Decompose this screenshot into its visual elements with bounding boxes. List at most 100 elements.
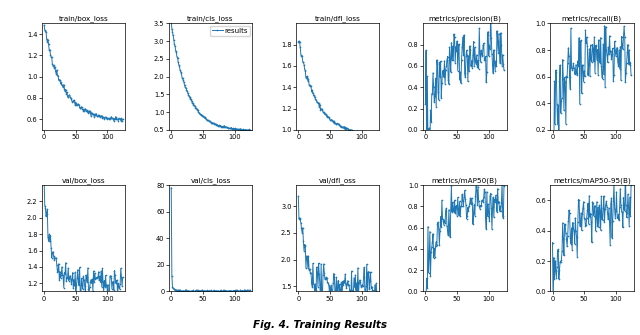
results	[234, 289, 241, 293]
results	[369, 288, 376, 292]
results	[241, 289, 249, 293]
results	[61, 271, 68, 275]
results	[168, 186, 175, 190]
Title: train/cls_loss: train/cls_loss	[188, 16, 234, 22]
results	[114, 117, 122, 121]
results	[600, 24, 608, 28]
Line: results: results	[44, 179, 124, 300]
results	[233, 127, 241, 131]
results	[186, 95, 193, 99]
results	[115, 281, 122, 285]
results	[598, 75, 606, 79]
results	[568, 66, 575, 70]
Title: val/box_loss: val/box_loss	[61, 177, 105, 184]
Title: train/dfl_loss: train/dfl_loss	[315, 16, 360, 22]
results	[442, 206, 450, 210]
results	[423, 160, 431, 164]
results	[168, 19, 175, 23]
results	[241, 128, 248, 132]
results	[498, 181, 506, 185]
Line: results: results	[298, 196, 378, 303]
results	[119, 275, 127, 279]
Title: val/dfl_oss: val/dfl_oss	[319, 177, 356, 184]
Line: results: results	[424, 182, 505, 298]
results	[186, 289, 193, 293]
results	[490, 215, 498, 219]
results	[317, 300, 324, 304]
results	[236, 289, 243, 293]
results	[497, 61, 504, 65]
Title: metrics/mAP50(B): metrics/mAP50(B)	[432, 177, 498, 184]
results	[89, 112, 97, 116]
Title: train/box_loss: train/box_loss	[58, 16, 108, 22]
results	[488, 227, 496, 231]
results	[59, 273, 67, 277]
results	[119, 117, 127, 121]
Line: results: results	[170, 187, 251, 293]
Legend: results: results	[210, 25, 250, 36]
results	[500, 68, 508, 72]
results	[344, 127, 351, 131]
results	[216, 289, 224, 293]
results	[373, 131, 381, 135]
results	[109, 280, 116, 284]
Line: results: results	[424, 12, 505, 162]
results	[89, 289, 97, 293]
results	[107, 274, 115, 278]
results	[471, 214, 479, 218]
results	[295, 39, 303, 43]
results	[188, 289, 195, 293]
results	[313, 265, 321, 269]
results	[422, 102, 429, 106]
results	[623, 211, 631, 215]
results	[549, 307, 557, 311]
Line: results: results	[552, 169, 632, 310]
results	[294, 40, 302, 44]
results	[627, 73, 635, 77]
results	[40, 23, 48, 27]
results	[370, 132, 378, 136]
results	[491, 60, 499, 64]
results	[422, 295, 430, 299]
results	[422, 292, 429, 296]
results	[243, 128, 250, 132]
results	[363, 131, 371, 135]
results	[570, 61, 577, 65]
Title: val/cls_loss: val/cls_loss	[190, 177, 230, 184]
results	[106, 117, 114, 121]
Line: results: results	[298, 40, 378, 135]
results	[315, 261, 323, 265]
results	[598, 217, 606, 221]
results	[568, 226, 575, 230]
Title: metrics/precision(B): metrics/precision(B)	[428, 16, 501, 22]
results	[59, 84, 67, 88]
results	[108, 117, 116, 121]
results	[40, 178, 48, 182]
results	[361, 132, 369, 136]
results	[489, 63, 497, 67]
results	[548, 241, 556, 245]
Title: metrics/mAP50-95(B): metrics/mAP50-95(B)	[553, 177, 630, 184]
results	[496, 209, 504, 213]
results	[246, 288, 253, 292]
results	[316, 105, 323, 109]
results	[548, 178, 556, 182]
results	[487, 11, 495, 15]
Text: Fig. 4. Training Results: Fig. 4. Training Results	[253, 320, 387, 330]
results	[440, 218, 448, 222]
results	[440, 59, 448, 63]
results	[61, 87, 68, 91]
Title: metrics/recall(B): metrics/recall(B)	[562, 16, 622, 22]
results	[623, 51, 631, 55]
results	[118, 119, 126, 123]
results	[105, 297, 113, 302]
results	[621, 168, 629, 172]
results	[188, 99, 195, 103]
results	[616, 67, 623, 71]
results	[344, 279, 351, 283]
results	[627, 183, 635, 187]
results	[500, 184, 508, 188]
results	[232, 290, 239, 294]
results	[246, 128, 253, 132]
results	[570, 227, 577, 231]
